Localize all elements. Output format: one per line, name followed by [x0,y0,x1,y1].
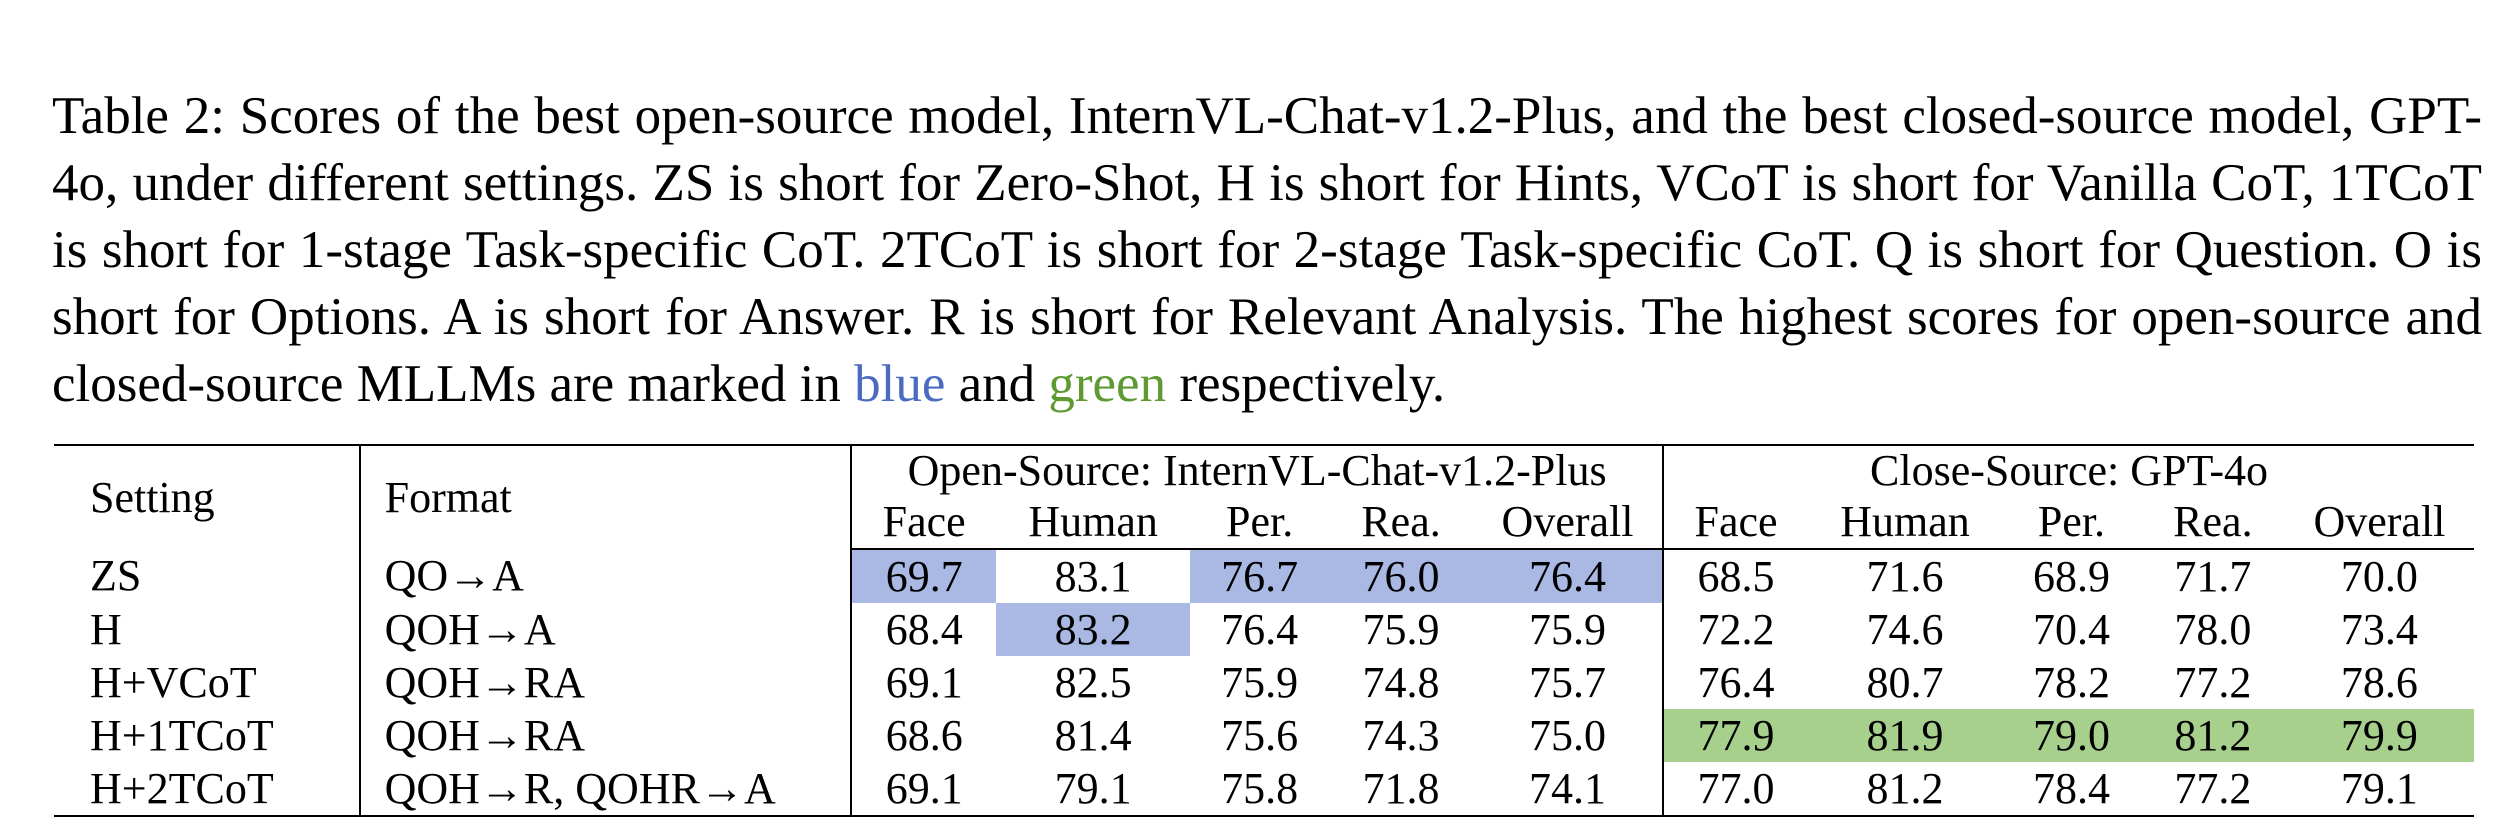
table-row: ZS QO→A 69.7 83.1 76.7 76.0 76.4 68.5 71… [54,549,2474,603]
header-open-rea: Rea. [1329,496,1473,550]
open-rea-cell: 76.0 [1329,549,1473,603]
header-open-face: Face [850,496,997,550]
header-close-overall: Overall [2284,496,2474,550]
close-rea-cell: 77.2 [2140,762,2285,817]
close-per-cell: 79.0 [2001,709,2141,762]
row-setting: H [90,604,122,654]
header-open-per: Per. [1190,496,1330,550]
header-close-human: Human [1808,496,2002,550]
header-group-open-source: Open-Source: InternVL-Chat-v1.2-Plus [850,444,1664,496]
open-overall-cell: 76.4 [1473,549,1664,603]
close-overall-cell: 79.9 [2284,709,2474,762]
close-human-cell: 74.6 [1866,604,1944,654]
open-rea-cell: 71.8 [1329,762,1473,817]
open-overall-cell: 74.1 [1473,762,1664,817]
row-format: QOH→RA [358,656,852,709]
close-overall-cell: 70.0 [2340,551,2418,601]
open-per-cell: 76.4 [1221,604,1299,654]
header-row-metrics: Face Human Per. Rea. Overall Face Human … [54,496,2474,550]
close-per-cell: 78.2 [2032,657,2110,707]
row-format: QO→A [358,549,852,603]
header-setting: Setting [54,444,360,549]
close-human-cell: 81.2 [1808,762,2002,817]
close-overall-cell: 78.6 [2340,657,2418,707]
row-format: QOH→R, QOHR→A [358,762,852,817]
close-human-cell: 81.9 [1808,709,2002,762]
open-overall-cell: 75.7 [1529,657,1607,707]
close-human-cell: 71.6 [1866,551,1944,601]
open-rea-cell: 74.8 [1362,657,1440,707]
close-rea-cell: 78.0 [2174,604,2252,654]
close-face-cell: 77.9 [1662,709,1809,762]
table-row: H+VCoT QOH→RA 69.1 82.5 75.9 74.8 75.7 7… [54,656,2474,709]
open-human-cell: 79.1 [996,762,1191,817]
close-per-cell: 78.4 [2001,762,2141,817]
close-overall-cell: 73.4 [2340,604,2418,654]
close-rea-cell: 71.7 [2174,551,2252,601]
open-human-cell: 83.1 [1054,551,1132,601]
open-per-cell: 75.8 [1190,762,1330,817]
table-row: H+2TCoT QOH→R, QOHR→A 69.1 79.1 75.8 71.… [54,762,2474,817]
close-rea-cell: 77.2 [2174,657,2252,707]
row-setting: H+1TCoT [90,710,274,760]
table-caption: Table 2: Scores of the best open-source … [52,83,2482,418]
open-overall-cell: 75.0 [1529,710,1607,760]
row-setting: H+2TCoT [54,762,360,817]
open-overall-cell: 75.9 [1529,604,1607,654]
row-setting: H+VCoT [90,657,257,707]
row-setting: ZS [90,551,142,600]
open-face-cell: 69.7 [850,549,997,603]
close-overall-cell: 79.1 [2284,762,2474,817]
open-per-cell: 75.9 [1221,657,1299,707]
open-human-cell: 82.5 [1054,657,1132,707]
header-close-face: Face [1662,496,1809,550]
caption-text: Table 2: Scores of the best open-source … [52,87,2482,413]
header-format: Format [358,444,852,549]
caption-and-word: and [945,355,1049,413]
open-face-cell: 68.6 [850,709,997,762]
row-format: QOH→RA [358,709,852,762]
close-rea-cell: 81.2 [2140,709,2285,762]
close-per-cell: 68.9 [2032,551,2110,601]
close-face-cell: 68.5 [1662,549,1809,603]
open-face-cell: 69.1 [850,656,997,709]
open-rea-cell: 75.9 [1362,604,1440,654]
close-face-cell: 72.2 [1662,603,1809,656]
open-human-cell: 81.4 [1054,710,1132,760]
close-per-cell: 70.4 [2032,604,2110,654]
header-close-per: Per. [2001,496,2141,550]
caption-blue-word: blue [854,355,946,413]
table-row: H QOH→A 68.4 83.2 76.4 75.9 75.9 72.2 74… [54,603,2474,656]
open-per-cell: 76.7 [1190,549,1330,603]
open-face-cell: 69.1 [850,762,997,817]
header-close-rea: Rea. [2140,496,2285,550]
close-human-cell: 80.7 [1866,657,1944,707]
header-group-close-source: Close-Source: GPT-4o [1662,444,2474,496]
open-human-cell: 83.2 [996,603,1191,656]
close-face-cell: 77.0 [1662,762,1809,817]
caption-green-word: green [1048,355,1167,413]
close-face-cell: 76.4 [1662,656,1809,709]
open-face-cell: 68.4 [850,603,997,656]
header-row-groups: Setting Format Open-Source: InternVL-Cha… [54,444,2474,549]
open-rea-cell: 74.3 [1362,710,1440,760]
open-per-cell: 75.6 [1221,710,1299,760]
header-open-overall: Overall [1473,496,1664,550]
header-open-human: Human [996,496,1191,550]
results-table: Setting Format Open-Source: InternVL-Cha… [54,444,2474,817]
table-row: H+1TCoT QOH→RA 68.6 81.4 75.6 74.3 75.0 … [54,709,2474,762]
caption-end: respectively. [1166,355,1446,413]
row-format: QOH→A [358,603,852,656]
